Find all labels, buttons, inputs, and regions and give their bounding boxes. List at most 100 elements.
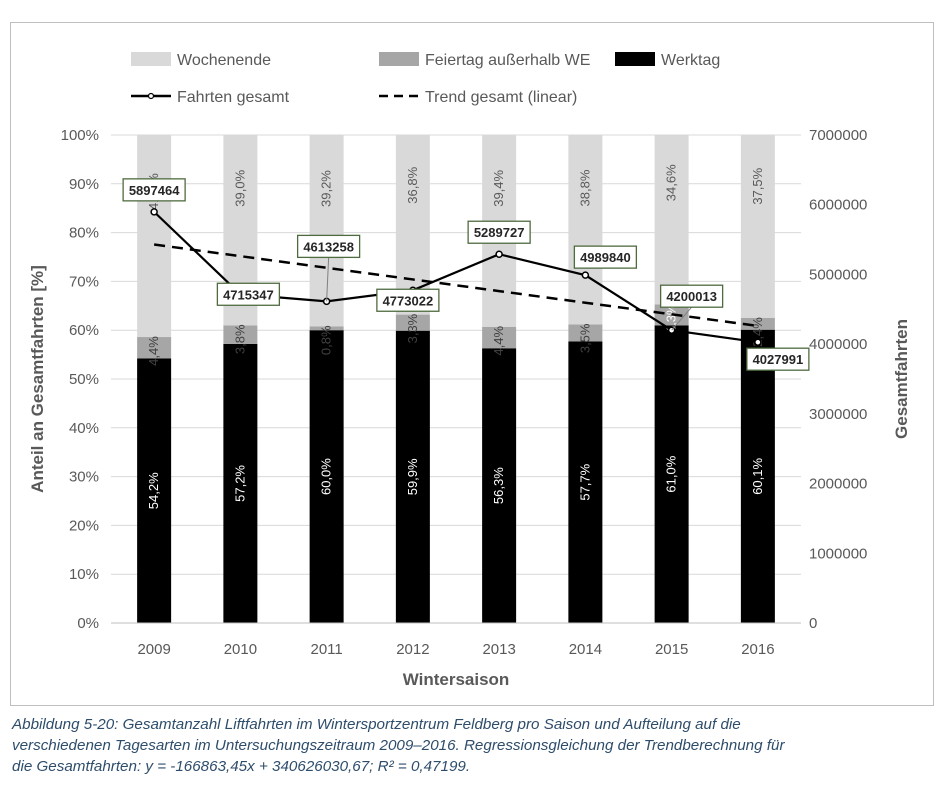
left-tick-label: 10%	[69, 566, 99, 583]
legend-swatch	[615, 52, 655, 66]
bar-wochenende	[654, 135, 689, 305]
bar-label: 36,8%	[405, 166, 420, 203]
x-tick-label: 2010	[224, 641, 257, 658]
right-tick-label: 0	[809, 615, 817, 632]
x-tick-label: 2011	[310, 641, 342, 658]
x-tick-label: 2012	[396, 641, 429, 658]
left-tick-label: 20%	[69, 517, 99, 534]
bar-feiertag-au-erhalb-we	[568, 324, 603, 342]
axes: 0% 10% 20% 30% 40% 50% 60% 70% 80% 90% 100% 0 100000…	[28, 127, 911, 689]
total-label-box	[659, 284, 724, 308]
right-tick-label: 3000000	[809, 406, 867, 423]
left-tick-label: 60%	[69, 322, 99, 339]
total-line-point	[150, 208, 158, 216]
bar-label: 3,8%	[232, 324, 247, 354]
left-tick-label: 100%	[61, 127, 99, 144]
bar-label: 57,7%	[577, 463, 592, 500]
x-tick-label: 2014	[569, 641, 602, 658]
caption-line-2: verschiedenen Tagesarten im Untersuchung…	[12, 737, 785, 754]
x-tick-label: 2013	[482, 641, 515, 658]
legend-label: Wochenende	[177, 52, 271, 69]
caption-line-1: Abbildung 5-20: Gesamtanzahl Liftfahrten…	[12, 716, 741, 733]
right-tick-label: 6000000	[809, 197, 867, 214]
bar-werktag	[740, 329, 775, 623]
bar-wochenende	[740, 135, 775, 318]
total-label: 4613258	[303, 239, 354, 254]
left-tick-label: 40%	[69, 420, 99, 437]
bar-label: 3,5%	[577, 323, 592, 353]
bar-werktag	[395, 330, 430, 623]
total-label-box	[746, 347, 810, 371]
bar-label: 4,4%	[146, 336, 161, 366]
legend-swatch	[379, 52, 419, 66]
total-label-box	[216, 282, 281, 306]
bar-werktag	[223, 343, 258, 623]
total-label: 5897464	[129, 183, 180, 198]
total-label: 4773022	[383, 293, 434, 308]
bar-werktag	[309, 330, 344, 623]
right-tick-label: 2000000	[809, 476, 867, 493]
legend-swatch	[131, 52, 171, 66]
chart-canvas: 54,2%4,4%41,4%57,2%3,8%39,0%60,0%0,8%39,…	[28, 52, 911, 689]
total-label-box	[296, 234, 361, 259]
bar-label: 60,1%	[750, 457, 765, 494]
total-line-point	[495, 250, 503, 258]
bar-label: 0,8%	[319, 325, 334, 355]
trendline-path	[153, 243, 759, 328]
chart-frame: 54,2%4,4%41,4%57,2%3,8%39,0%60,0%0,8%39,…	[10, 22, 934, 706]
legend-label: Trend gesamt (linear)	[425, 89, 577, 106]
bar-label: 4,3%	[664, 303, 679, 333]
gridlines	[111, 134, 801, 624]
total-label: 4715347	[223, 287, 274, 302]
bar-label: 4,4%	[491, 326, 506, 356]
bar-feiertag-au-erhalb-we	[395, 314, 430, 331]
y-axis-title-right: Gesamtfahrten	[892, 319, 911, 439]
right-tick-label: 7000000	[809, 127, 867, 144]
bars	[137, 134, 775, 623]
bar-feiertag-au-erhalb-we	[482, 326, 517, 349]
bar-feiertag-au-erhalb-we	[137, 337, 172, 359]
x-axis-title: Wintersaison	[403, 670, 510, 689]
left-tick-label: 30%	[69, 469, 99, 486]
bar-label: 37,5%	[750, 167, 765, 204]
bar-label: 3,3%	[405, 313, 420, 343]
bar-label: 39,0%	[232, 169, 247, 206]
left-tick-label: 70%	[69, 273, 99, 290]
total-label-box	[467, 220, 531, 244]
bar-label: 54,2%	[146, 472, 161, 509]
left-tick-label: 80%	[69, 225, 99, 242]
x-tick-label: 2016	[741, 641, 774, 658]
total-label: 4027991	[753, 352, 804, 367]
label-leader	[671, 306, 693, 331]
bar-label: 57,2%	[232, 465, 247, 502]
legend-label: Fahrten gesamt	[177, 89, 290, 106]
right-tick-label: 4000000	[809, 336, 867, 353]
total-label-box	[376, 288, 440, 312]
y-axis-title-left: Anteil an Gesamtfahrten [%]	[28, 265, 47, 493]
total-label: 4989840	[580, 250, 631, 265]
figure-caption: Abbildung 5-20: Gesamtanzahl Liftfahrten…	[12, 714, 932, 777]
right-tick-label: 5000000	[809, 266, 867, 283]
total-label-box	[573, 245, 638, 269]
left-tick-label: 0%	[77, 615, 99, 632]
x-tick-label: 2015	[655, 641, 688, 658]
bar-label: 61,0%	[664, 455, 679, 492]
legend: Wochenende Feiertag außerhalb WE Werktag Fa…	[131, 52, 720, 106]
total-line-point	[754, 338, 762, 346]
bar-feiertag-au-erhalb-we	[309, 326, 344, 331]
bar-label: 39,2%	[319, 170, 334, 207]
total-line-point	[581, 271, 590, 279]
left-tick-label: 50%	[69, 371, 99, 388]
total-labels: 5897464 4715347 4613258 4773022 5289727 49898…	[122, 178, 810, 371]
caption-line-3: die Gesamtfahrten: y = -166863,45x + 340…	[12, 758, 471, 775]
bar-label: 34,6%	[664, 164, 679, 201]
bar-werktag	[568, 341, 603, 623]
label-leader	[326, 257, 330, 302]
bar-werktag	[482, 348, 517, 623]
x-tick-label: 2009	[137, 641, 170, 658]
bar-label: 56,3%	[491, 467, 506, 504]
bar-feiertag-au-erhalb-we	[223, 325, 258, 344]
legend-label: Feiertag außerhalb WE	[425, 52, 590, 69]
bar-wochenende	[568, 135, 603, 325]
bar-label: 39,4%	[491, 169, 506, 206]
